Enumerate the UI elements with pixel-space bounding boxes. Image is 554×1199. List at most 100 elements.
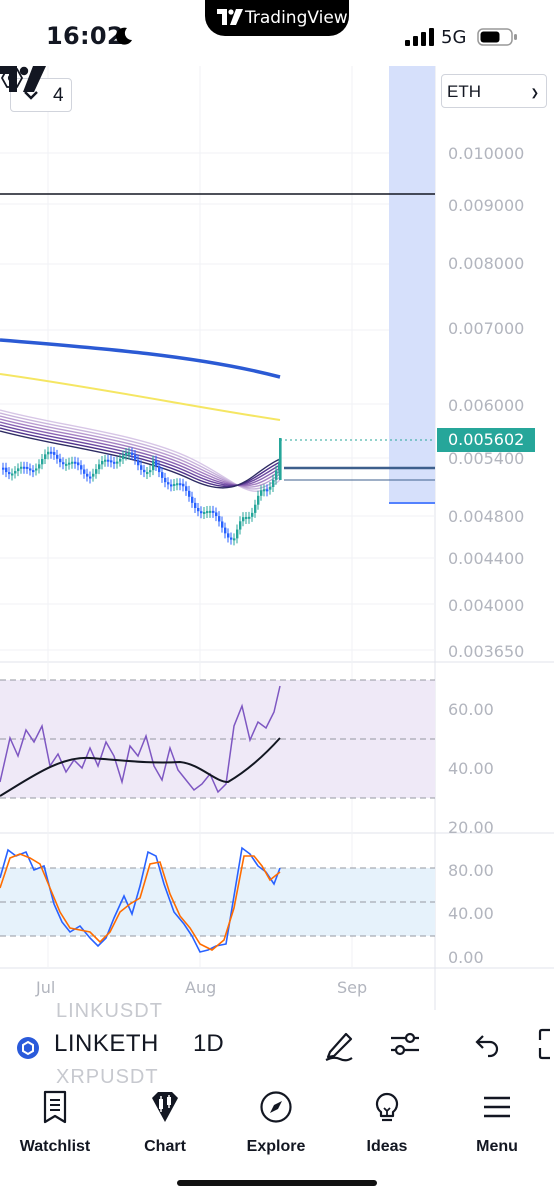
- candle-body: [203, 511, 206, 514]
- tab-label: Explore: [246, 1138, 306, 1155]
- chevron-down-icon: [24, 91, 38, 100]
- candle-body: [218, 516, 221, 522]
- candle-body: [8, 472, 11, 475]
- candle-body: [149, 470, 152, 473]
- time-axis-label: Sep: [337, 978, 368, 997]
- currency-value: ETH: [447, 82, 481, 101]
- rsi-axis-label: 20.00: [448, 818, 494, 837]
- candle-body: [266, 489, 269, 492]
- candle-body: [95, 469, 98, 474]
- candle-body: [86, 473, 89, 477]
- candle-body: [185, 486, 188, 491]
- candle-body: [224, 527, 227, 534]
- tradingview-logo-icon: [217, 9, 243, 25]
- candle-body: [170, 484, 173, 487]
- candle-body: [5, 467, 8, 473]
- rsi-line: [0, 685, 281, 794]
- stoch-axis-label: 40.00: [448, 904, 494, 923]
- last-price-badge: 0.005602: [437, 428, 535, 452]
- candle-body: [35, 468, 38, 471]
- stoch-axis-label: 0.00: [448, 948, 484, 967]
- ema-ribbon-line: [0, 424, 281, 487]
- rsi-axis-label: 40.00: [448, 759, 494, 778]
- tab-label: Watchlist: [19, 1138, 91, 1155]
- candle-body: [173, 483, 176, 486]
- price-axis-label: 0.007000: [448, 319, 525, 338]
- candle-body: [11, 473, 14, 476]
- candle-body: [140, 465, 143, 470]
- candle-body: [47, 451, 50, 455]
- tab-explore[interactable]: Explore: [226, 1090, 326, 1160]
- symbol-bar: LINKETH 1D: [0, 1012, 554, 1078]
- tradingview-watermark-icon: [0, 66, 46, 92]
- tab-label: Ideas: [366, 1138, 408, 1155]
- candle-body: [71, 461, 74, 464]
- tab-label: Chart: [144, 1138, 186, 1155]
- home-indicator: [177, 1180, 377, 1186]
- symbol-interval[interactable]: 1D: [193, 1030, 224, 1057]
- candle-body: [279, 438, 282, 480]
- candle-body: [104, 459, 107, 462]
- candle-body: [164, 477, 167, 483]
- chart-area[interactable]: 4 ETH ❯ 0.010000 0.009000 0.008000 0.007…: [0, 66, 554, 1010]
- lightbulb-icon: [375, 1092, 399, 1122]
- tab-chart[interactable]: Chart: [115, 1090, 215, 1160]
- next-symbol[interactable]: XRPUSDT: [56, 1066, 159, 1088]
- tab-menu[interactable]: Menu: [447, 1090, 547, 1160]
- candle-body: [32, 470, 35, 473]
- interval-dropdown-button[interactable]: 4: [10, 78, 72, 112]
- candle-body: [182, 483, 185, 487]
- candle-body: [221, 521, 224, 528]
- candle-body: [209, 510, 212, 513]
- network-type: 5G: [441, 27, 467, 48]
- candle-body: [110, 460, 113, 463]
- candle-body: [167, 482, 170, 485]
- drawing-pen-icon[interactable]: [322, 1026, 356, 1062]
- interval-count: 4: [53, 85, 64, 106]
- undo-icon[interactable]: [470, 1026, 504, 1062]
- watchlist-icon: [43, 1090, 67, 1124]
- candle-body: [14, 471, 17, 474]
- candle-body: [230, 537, 233, 540]
- candle-body: [83, 469, 86, 474]
- price-axis-label: 0.008000: [448, 254, 525, 273]
- ema-ribbon-line: [0, 421, 281, 486]
- candle-body: [62, 462, 65, 465]
- candle-body: [92, 473, 95, 477]
- candle-body: [215, 512, 218, 517]
- symbol-name[interactable]: LINKETH: [54, 1030, 159, 1057]
- candle-body: [29, 468, 32, 471]
- price-axis-label: 0.010000: [448, 144, 525, 163]
- candle-body: [143, 469, 146, 473]
- candle-body: [242, 517, 245, 522]
- candle-body: [137, 459, 140, 466]
- candle-body: [263, 489, 266, 492]
- indicators-sliders-icon[interactable]: [388, 1026, 422, 1062]
- candle-body: [146, 472, 149, 475]
- candle-body: [125, 452, 128, 456]
- candle-body: [131, 452, 134, 456]
- currency-select[interactable]: ETH ❯: [441, 74, 547, 108]
- candle-body: [26, 466, 29, 469]
- ma-line-yellow: [0, 373, 281, 421]
- candle-body: [212, 510, 215, 513]
- candle-body: [68, 462, 71, 465]
- candle-body: [38, 464, 41, 469]
- candle-body: [206, 511, 209, 514]
- clock: 16:02: [46, 22, 124, 50]
- candle-body: [227, 533, 230, 538]
- previous-symbol[interactable]: LINKUSDT: [56, 1000, 163, 1022]
- tab-watchlist[interactable]: Watchlist: [5, 1090, 105, 1160]
- tab-label: Menu: [476, 1138, 518, 1155]
- tab-ideas[interactable]: Ideas: [337, 1090, 437, 1160]
- candle-body: [77, 462, 80, 466]
- ma-line-blue: [0, 338, 281, 379]
- app-name: TradingView: [245, 8, 348, 28]
- fullscreen-icon[interactable]: [536, 1026, 554, 1062]
- candle-body: [113, 461, 116, 464]
- chart-canvas[interactable]: [0, 66, 554, 1010]
- ema-ribbon-line: [0, 427, 281, 487]
- candle-body: [74, 461, 77, 464]
- candle-body: [197, 507, 200, 512]
- price-axis-label: 0.009000: [448, 196, 525, 215]
